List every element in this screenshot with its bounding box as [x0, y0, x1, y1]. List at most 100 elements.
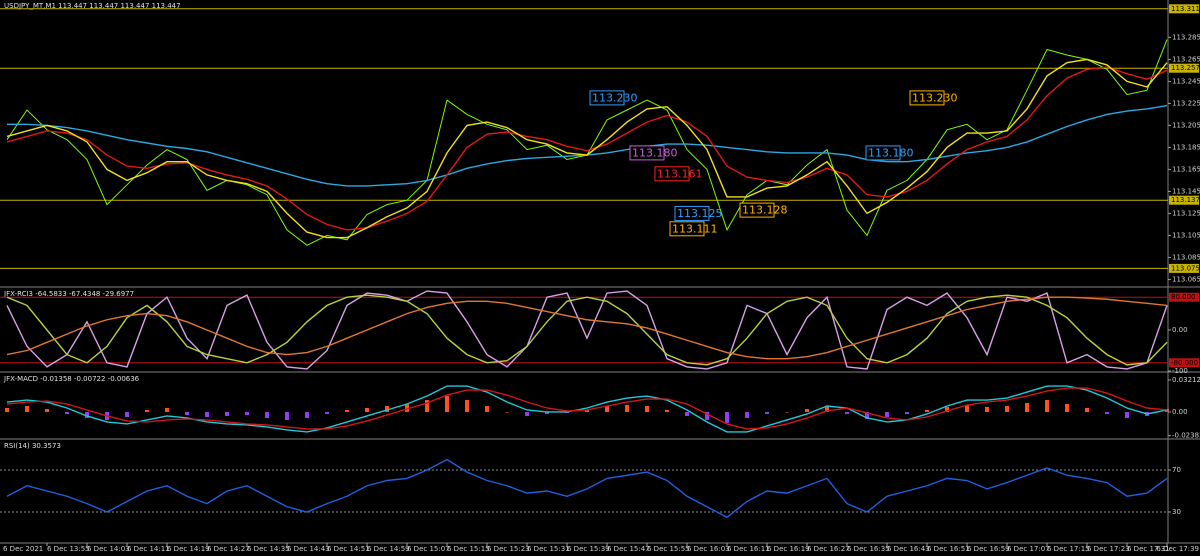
histogram-bar	[185, 411, 189, 415]
x-tick-label: 6 Dec 14:27	[207, 545, 250, 553]
y-tick-label: 113.225	[1172, 99, 1200, 107]
histogram-bar	[685, 411, 689, 416]
level-label: 80.000	[1171, 293, 1196, 301]
histogram-bar	[1025, 403, 1029, 412]
x-tick-label: 6 Dec 16:19	[767, 545, 810, 553]
histogram-bar	[405, 404, 409, 412]
histogram-bar	[785, 411, 789, 413]
histogram-bar	[665, 409, 669, 412]
level-label: 113.311	[1171, 5, 1200, 13]
x-tick-label: 6 Dec 17:07	[1007, 545, 1050, 553]
x-tick-label: 6 Dec 15:31	[527, 545, 570, 553]
annotation-box	[654, 166, 690, 182]
histogram-bar	[1045, 400, 1049, 412]
x-tick-label: 6 Dec 14:43	[287, 545, 330, 553]
histogram-bar	[905, 411, 909, 414]
histogram-bar	[845, 411, 849, 414]
histogram-bar	[165, 407, 169, 412]
histogram-bar	[345, 409, 349, 412]
y-tick-label: 70	[1172, 466, 1181, 474]
histogram-bar	[525, 411, 529, 416]
histogram-bar	[265, 411, 269, 418]
series-line	[6, 66, 1168, 231]
histogram-bar	[985, 407, 989, 412]
x-tick-label: 6 Dec 16:59	[967, 545, 1010, 553]
histogram-bar	[705, 411, 709, 420]
x-tick-label: 6 Dec 13:55	[47, 545, 90, 553]
annotation-box	[739, 202, 775, 218]
annotation-label: 113.128	[742, 204, 788, 217]
annotation-box	[674, 205, 710, 221]
series-line	[6, 294, 1168, 366]
x-tick-label: 6 Dec 15:47	[607, 545, 650, 553]
histogram-bar	[1085, 407, 1089, 412]
histogram-bar	[725, 411, 729, 423]
x-tick-label: 6 Dec 16:27	[807, 545, 850, 553]
histogram-bar	[1005, 406, 1009, 412]
annotation-label: 113.230	[912, 91, 958, 104]
x-tick-label: 6 Dec 14:59	[367, 545, 410, 553]
y-tick-label: 113.145	[1172, 187, 1200, 195]
y-tick-label: 113.285	[1172, 33, 1200, 41]
x-tick-label: 6 Dec 17:31	[1127, 545, 1170, 553]
histogram-bar	[305, 411, 309, 418]
histogram-bar	[85, 411, 89, 418]
y-tick-label: -0.02383	[1172, 432, 1200, 440]
x-tick-label: 6 Dec 16:11	[727, 545, 770, 553]
histogram-bar	[65, 411, 69, 414]
panel-title: JFX-RCI3 -64.5833 -67.4348 -29.6977	[3, 290, 134, 298]
level-label-box	[1169, 358, 1199, 368]
x-tick-label: 6 Dec 15:15	[447, 545, 490, 553]
x-tick-label: 6 Dec 15:07	[407, 545, 450, 553]
annotation-box	[669, 221, 705, 237]
series-line	[6, 387, 1168, 430]
histogram-bar	[285, 411, 289, 420]
y-tick-label: 113.165	[1172, 165, 1200, 173]
panel-title: RSI(14) 30.3573	[4, 442, 61, 450]
y-tick-label: 0.00	[1172, 326, 1188, 334]
x-tick-label: 6 Dec 17:39	[1156, 545, 1199, 553]
histogram-bar	[125, 411, 129, 417]
series-line	[6, 296, 1168, 360]
series-line	[6, 385, 1168, 433]
y-tick-label: 113.125	[1172, 209, 1200, 217]
histogram-bar	[865, 411, 869, 419]
level-label: 113.075	[1171, 264, 1200, 272]
annotation-box	[589, 90, 625, 106]
x-tick-label: 6 Dec 16:43	[887, 545, 930, 553]
histogram-bar	[1105, 411, 1109, 414]
y-tick-label: 113.205	[1172, 121, 1200, 129]
histogram-bar	[965, 405, 969, 412]
histogram-bar	[745, 411, 749, 418]
histogram-bar	[605, 406, 609, 412]
level-label: -80.000	[1171, 359, 1198, 367]
histogram-bar	[805, 408, 809, 412]
level-label: 113.257	[1171, 64, 1200, 72]
histogram-bar	[145, 409, 149, 412]
panel-title: USDJPY_MT,M1 113.447 113.447 113.447 113…	[4, 2, 181, 10]
annotation-label: 113.125	[677, 207, 723, 220]
annotation-box	[629, 145, 665, 161]
y-tick-label: 113.065	[1172, 275, 1200, 283]
level-label-box	[1169, 4, 1199, 14]
histogram-bar	[445, 396, 449, 412]
y-tick-label: 113.265	[1172, 55, 1200, 63]
x-tick-label: 6 Dec 15:39	[567, 545, 610, 553]
histogram-bar	[205, 411, 209, 417]
y-tick-label: 30	[1172, 508, 1181, 516]
histogram-bar	[425, 400, 429, 412]
x-tick-label: 6 Dec 17:23	[1087, 545, 1130, 553]
panel-title: JFX-MACD -0.01358 -0.00722 -0.00636	[3, 375, 140, 383]
histogram-bar	[625, 405, 629, 412]
histogram-bar	[945, 407, 949, 412]
annotation-label: 113.180	[632, 146, 678, 159]
histogram-bar	[225, 411, 229, 416]
x-tick-label: 6 Dec 14:51	[327, 545, 370, 553]
level-label-box	[1169, 292, 1199, 302]
y-tick-label: 0.03212	[1172, 376, 1200, 384]
date-label: 6 Dec 2021	[3, 545, 43, 553]
x-tick-label: 6 Dec 14:19	[167, 545, 210, 553]
x-tick-label: 6 Dec 14:03	[87, 545, 130, 553]
x-tick-label: 6 Dec 14:35	[247, 545, 290, 553]
